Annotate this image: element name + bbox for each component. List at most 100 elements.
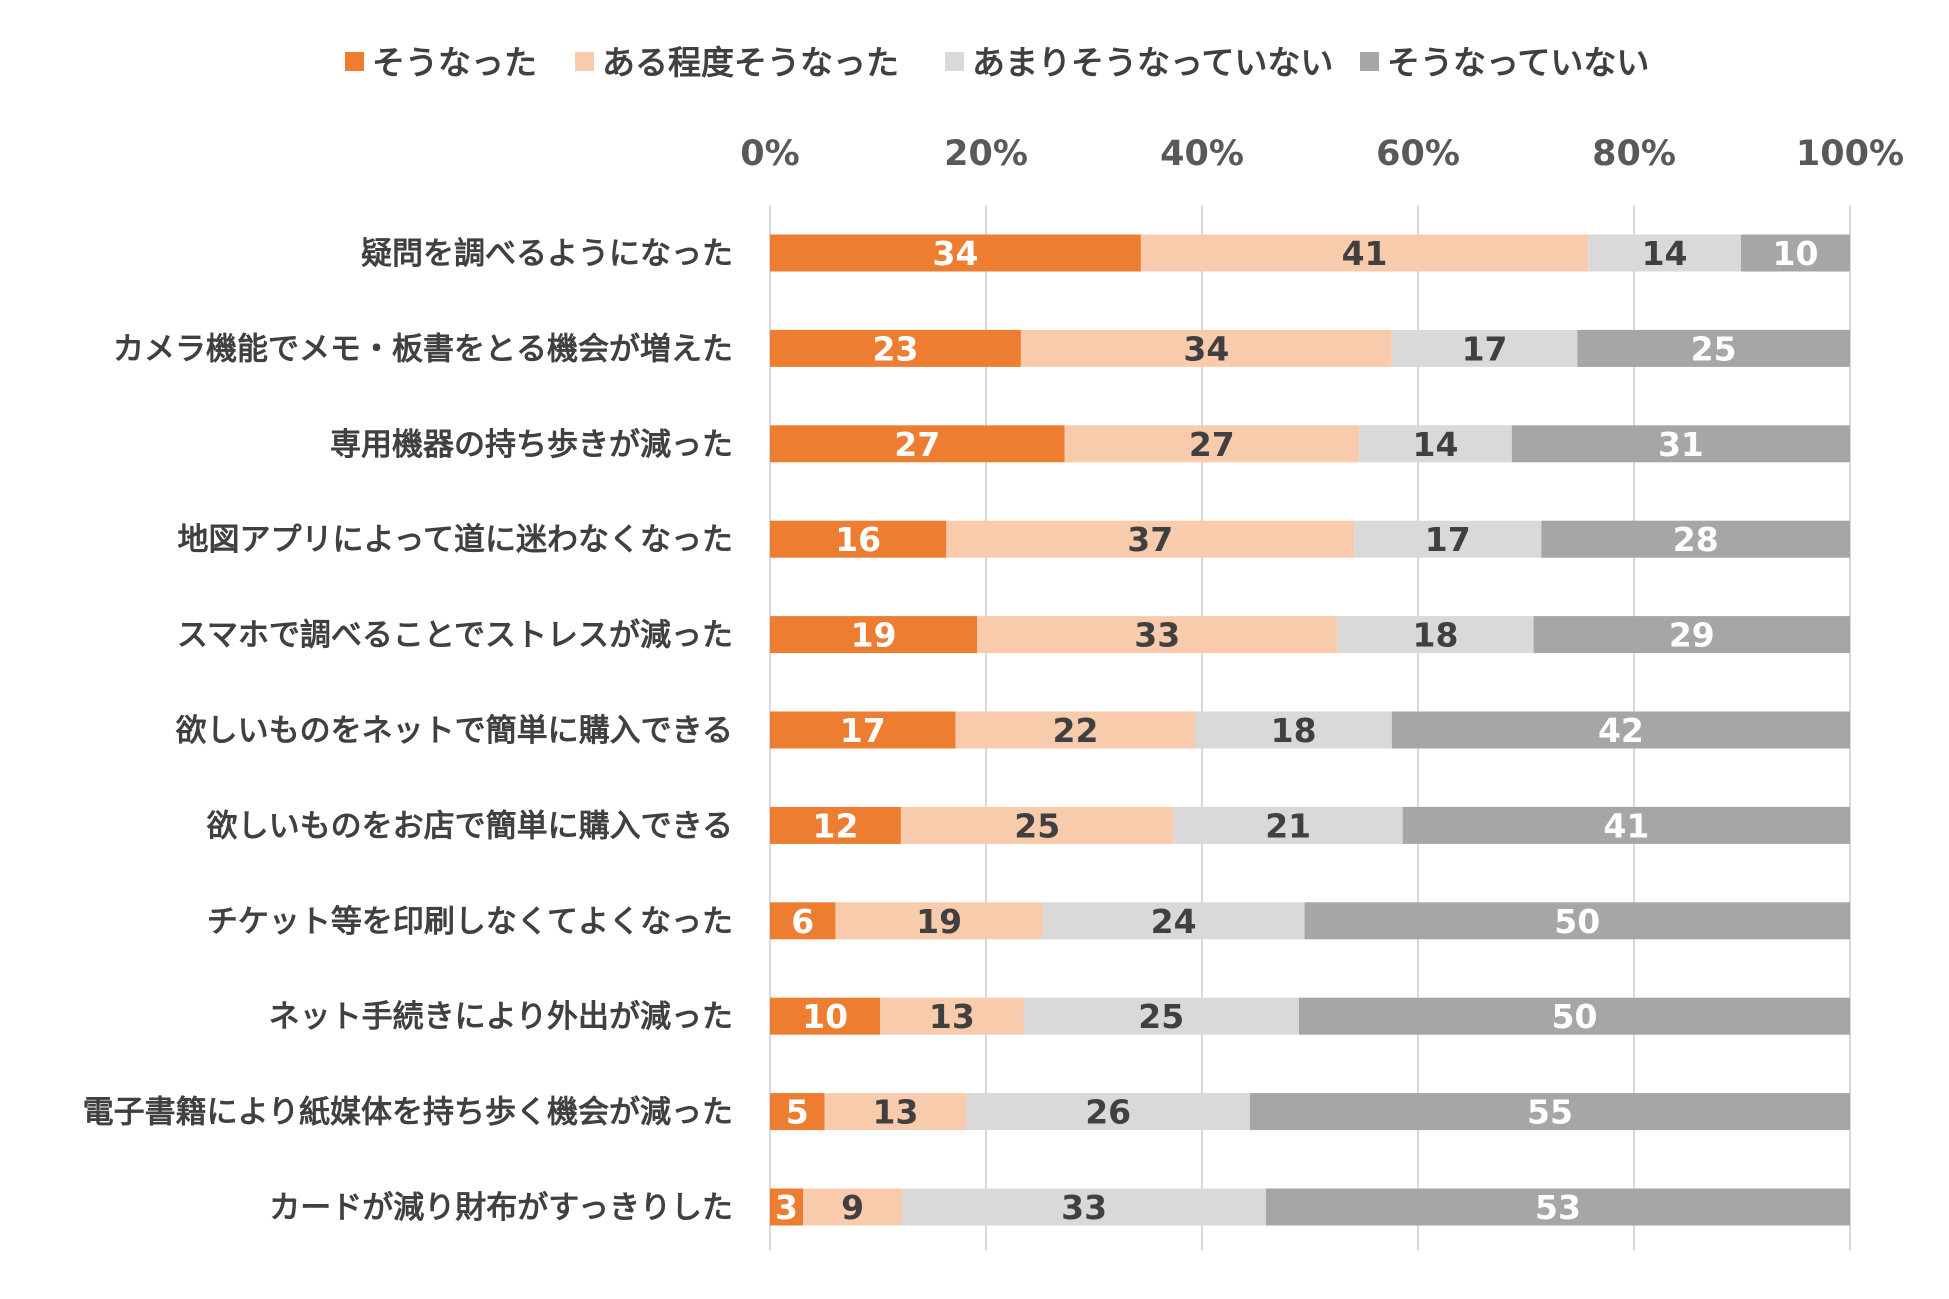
category-label: スマホで調べることでストレスが減った (177, 618, 733, 654)
bar-segment (770, 902, 836, 940)
legend-swatch (1360, 52, 1379, 71)
legend-label: そうなった (372, 43, 537, 82)
value-label: 19 (916, 902, 962, 941)
x-axis-tick-labels: 0% 20% 40% 60% 80% 100% (740, 134, 1904, 174)
value-label: 13 (872, 1093, 918, 1132)
value-label: 26 (1085, 1093, 1131, 1132)
legend: そうなった ある程度そうなった あまりそうなっていない そうなっていない (345, 43, 1649, 82)
value-label: 23 (872, 329, 918, 368)
value-label: 21 (1265, 806, 1311, 845)
bar-segment (977, 616, 1338, 654)
value-label: 50 (1554, 902, 1600, 941)
value-label: 6 (791, 902, 814, 941)
value-label: 33 (1061, 1188, 1107, 1227)
value-label: 14 (1642, 234, 1688, 273)
value-label: 55 (1527, 1093, 1573, 1132)
value-label: 18 (1271, 711, 1317, 750)
legend-label: あまりそうなっていない (972, 43, 1333, 82)
value-label: 10 (1772, 234, 1818, 273)
bar-segment (770, 616, 978, 654)
category-label: 専用機器の持ち歩きが減った (330, 427, 733, 463)
category-label: 欲しいものをネットで簡単に購入できる (175, 713, 733, 749)
bar-segment (770, 234, 1141, 272)
value-label: 3 (775, 1188, 798, 1227)
value-label: 24 (1151, 902, 1197, 941)
bar-segment (1140, 234, 1589, 272)
bar-segment (946, 520, 1355, 558)
value-label: 16 (835, 520, 881, 559)
legend-label: ある程度そうなった (602, 43, 899, 82)
bar-segment (1541, 520, 1850, 558)
bar-segment (1359, 425, 1512, 463)
value-label: 37 (1127, 520, 1173, 559)
bar-segment (900, 806, 1174, 844)
x-tick-label: 20% (944, 134, 1028, 174)
value-label: 27 (894, 425, 940, 464)
bar-segment (1250, 1093, 1850, 1131)
value-label: 22 (1052, 711, 1098, 750)
bar-segment (770, 425, 1065, 463)
category-label: 電子書籍により紙媒体を持ち歩く機会が減った (83, 1095, 733, 1131)
bar-segment (770, 806, 901, 844)
value-label: 25 (1014, 806, 1060, 845)
legend-item: あまりそうなっていない (945, 43, 1333, 82)
value-label: 28 (1673, 520, 1719, 559)
legend-item: そうなっていない (1360, 43, 1649, 82)
legend-item: そうなった (345, 43, 537, 82)
bar-segment (1023, 997, 1299, 1035)
category-label: 地図アプリによって道に迷わなくなった (177, 522, 733, 558)
x-tick-label: 40% (1160, 134, 1244, 174)
bar-segment (1337, 616, 1534, 654)
legend-swatch (575, 52, 594, 71)
bar-segment (770, 711, 956, 749)
bars (770, 234, 1850, 1226)
category-label: 疑問を調べるようになった (361, 236, 733, 272)
bar-segment (770, 997, 881, 1035)
bar-segment (1298, 997, 1850, 1035)
bar-segment (1391, 329, 1578, 367)
value-label: 34 (932, 234, 978, 273)
x-tick-label: 100% (1796, 134, 1904, 174)
value-label: 13 (929, 997, 975, 1036)
bar-segment (770, 1188, 804, 1226)
value-label: 29 (1669, 616, 1715, 655)
value-label: 41 (1342, 234, 1388, 273)
value-label: 41 (1603, 806, 1649, 845)
value-label: 25 (1138, 997, 1184, 1036)
value-label: 14 (1412, 425, 1458, 464)
category-labels: 疑問を調べるようになったカメラ機能でメモ・板書をとる機会が増えた専用機器の持ち歩… (83, 236, 733, 1226)
bar-segment (1020, 329, 1392, 367)
bar-segment (1577, 329, 1850, 367)
legend-label: そうなっていない (1387, 43, 1649, 82)
bar-segment (1511, 425, 1850, 463)
value-label: 50 (1552, 997, 1598, 1036)
bar-segment (1402, 806, 1850, 844)
value-label: 27 (1189, 425, 1235, 464)
bar-segment (1354, 520, 1542, 558)
value-label: 19 (851, 616, 897, 655)
x-tick-label: 0% (740, 134, 799, 174)
value-label: 17 (840, 711, 886, 750)
category-label: カメラ機能でメモ・板書をとる機会が増えた (113, 331, 733, 367)
bar-segment (880, 997, 1024, 1035)
bar-segment (1173, 806, 1403, 844)
bar-segment (770, 329, 1021, 367)
category-label: ネット手続きにより外出が減った (269, 999, 733, 1035)
bar-segment (803, 1188, 903, 1226)
bar-segment (1195, 711, 1392, 749)
bar-segment (835, 902, 1043, 940)
value-label: 17 (1462, 329, 1508, 368)
bar-segment (1740, 234, 1850, 272)
value-label: 31 (1658, 425, 1704, 464)
value-label: 12 (812, 806, 858, 845)
legend-swatch (945, 52, 964, 71)
value-label: 18 (1412, 616, 1458, 655)
bar-segment (955, 711, 1196, 749)
value-labels: 34 41 14 10 23 34 17 25 27 27 14 31 16 37 17 28 19 33 18 29… (775, 234, 1818, 1227)
bar-segment (1391, 711, 1850, 749)
value-label: 53 (1535, 1188, 1581, 1227)
bar-segment (770, 1093, 825, 1131)
bar-segment (1064, 425, 1360, 463)
value-label: 17 (1425, 520, 1471, 559)
